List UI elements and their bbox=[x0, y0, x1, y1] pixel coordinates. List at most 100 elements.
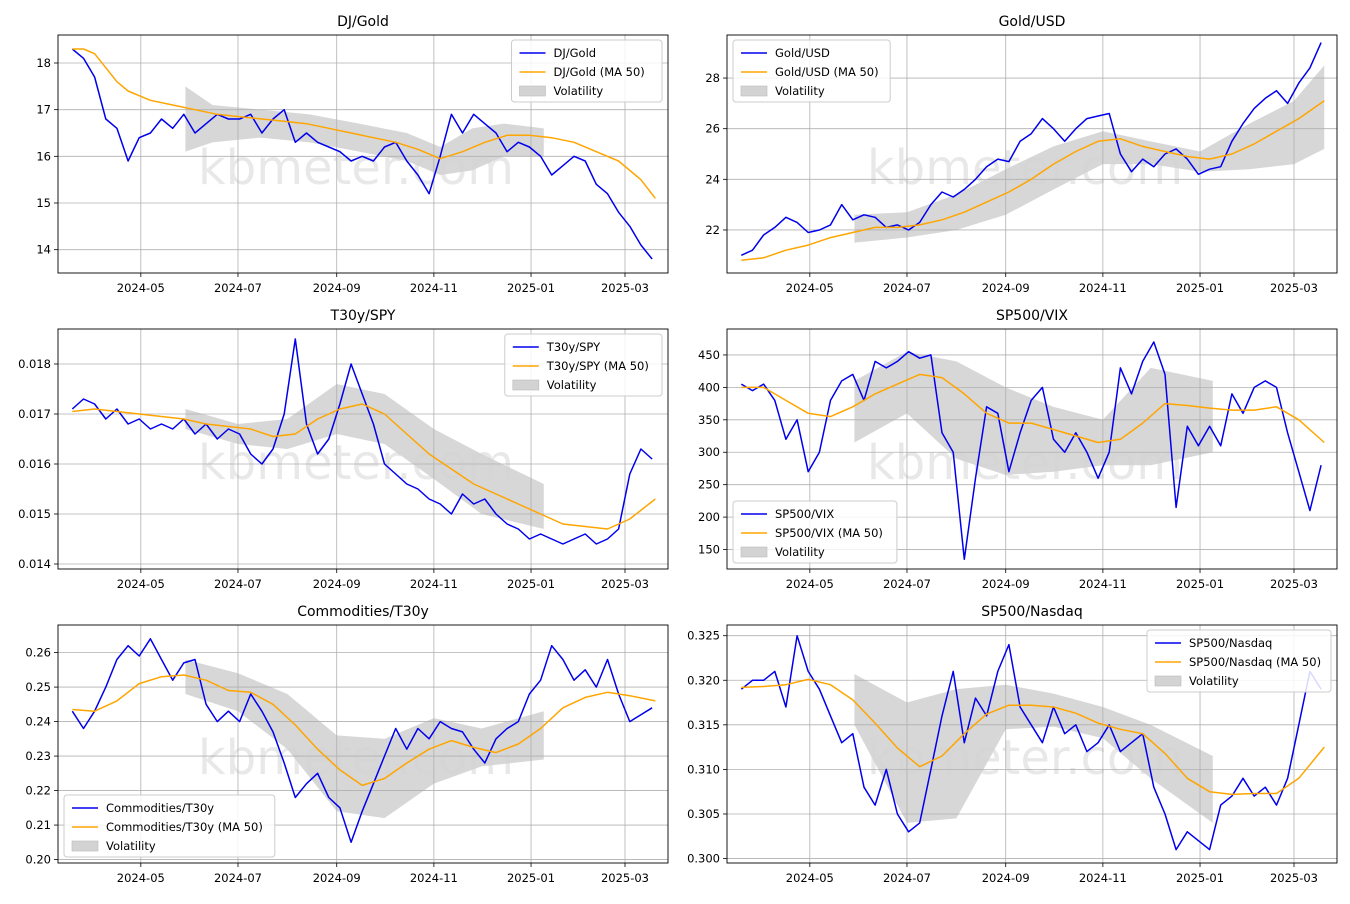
y-tick-label: 200 bbox=[698, 510, 720, 524]
legend-label: T30y/SPY (MA 50) bbox=[546, 359, 649, 373]
x-tick-label: 2024-05 bbox=[786, 577, 834, 591]
series-line-price bbox=[71, 48, 653, 260]
x-tick-label: 2024-05 bbox=[786, 871, 834, 885]
legend-label: Volatility bbox=[106, 839, 156, 853]
y-tick-label: 0.26 bbox=[25, 646, 51, 660]
y-tick-label: 450 bbox=[698, 348, 720, 362]
y-tick-label: 0.325 bbox=[687, 629, 720, 643]
y-tick-label: 0.014 bbox=[18, 557, 51, 571]
x-tick-label: 2025-03 bbox=[601, 281, 649, 295]
legend: SP500/Nasdaq SP500/Nasdaq (MA 50) Volatili… bbox=[1146, 629, 1332, 693]
series-line-price bbox=[71, 638, 653, 844]
legend-label: SP500/VIX bbox=[775, 507, 834, 521]
legend-label: DJ/Gold bbox=[554, 46, 597, 60]
legend-label: Volatility bbox=[775, 545, 825, 559]
y-tick-label: 16 bbox=[36, 149, 51, 163]
chart-panel-4: SP500/VIXkbmeter.com2024-052024-072024-0… bbox=[698, 308, 1338, 591]
x-tick-label: 2025-01 bbox=[1176, 577, 1224, 591]
legend: DJ/Gold DJ/Gold (MA 50) Volatility bbox=[511, 39, 663, 103]
y-tick-label: 0.018 bbox=[18, 357, 51, 371]
y-tick-label: 18 bbox=[36, 56, 51, 70]
legend-label: T30y/SPY bbox=[546, 340, 601, 354]
y-tick-label: 0.310 bbox=[687, 762, 720, 776]
legend-label: Volatility bbox=[775, 84, 825, 98]
legend-label: Volatility bbox=[1189, 674, 1239, 688]
series-line-price bbox=[71, 338, 653, 545]
volatility-band bbox=[185, 384, 544, 529]
x-tick-label: 2024-07 bbox=[214, 577, 262, 591]
x-tick-label: 2025-01 bbox=[507, 871, 555, 885]
series-line-price bbox=[740, 634, 1322, 851]
legend-swatch-volatility bbox=[512, 379, 540, 391]
legend: Gold/USD Gold/USD (MA 50) Volatility bbox=[732, 39, 891, 103]
y-tick-label: 0.320 bbox=[687, 673, 720, 687]
x-tick-label: 2024-07 bbox=[883, 577, 931, 591]
legend-label: Gold/USD (MA 50) bbox=[775, 65, 879, 79]
y-tick-label: 14 bbox=[36, 243, 51, 257]
volatility-band bbox=[854, 351, 1213, 475]
chart-title: SP500/Nasdaq bbox=[981, 604, 1082, 620]
x-tick-label: 2024-11 bbox=[410, 281, 458, 295]
series-line-ma bbox=[741, 100, 1325, 262]
legend-label: Commodities/T30y bbox=[106, 801, 214, 815]
x-tick-label: 2024-11 bbox=[1079, 871, 1127, 885]
x-tick-label: 2024-09 bbox=[313, 281, 361, 295]
series-line-price bbox=[740, 42, 1322, 256]
x-tick-label: 2024-09 bbox=[982, 281, 1030, 295]
legend-box bbox=[732, 500, 898, 564]
legend: T30y/SPY T30y/SPY (MA 50) Volatility bbox=[504, 333, 663, 397]
y-tick-label: 0.017 bbox=[18, 407, 51, 421]
chart-title: Gold/USD bbox=[999, 14, 1066, 30]
volatility-band bbox=[854, 674, 1213, 823]
legend-swatch-volatility bbox=[519, 85, 546, 97]
y-tick-label: 350 bbox=[698, 413, 720, 427]
series-line-ma bbox=[72, 403, 656, 530]
x-tick-label: 2025-01 bbox=[1176, 871, 1224, 885]
y-tick-label: 0.21 bbox=[25, 818, 51, 832]
x-tick-label: 2025-01 bbox=[1176, 281, 1224, 295]
legend: Commodities/T30y Commodities/T30y (MA 50)… bbox=[63, 794, 276, 858]
plot-frame bbox=[726, 34, 1338, 274]
series-line-ma bbox=[741, 373, 1325, 444]
y-tick-label: 400 bbox=[698, 380, 720, 394]
x-tick-label: 2024-05 bbox=[117, 577, 165, 591]
x-tick-label: 2024-05 bbox=[117, 281, 165, 295]
legend-swatch-volatility bbox=[740, 85, 768, 97]
y-tick-label: 250 bbox=[698, 478, 720, 492]
legend-box bbox=[511, 39, 663, 103]
x-tick-label: 2025-03 bbox=[601, 577, 649, 591]
y-tick-label: 24 bbox=[705, 172, 720, 186]
x-tick-label: 2024-11 bbox=[1079, 577, 1127, 591]
volatility-band bbox=[854, 65, 1325, 243]
x-tick-label: 2025-03 bbox=[1270, 577, 1318, 591]
x-tick-label: 2025-03 bbox=[601, 871, 649, 885]
volatility-band bbox=[185, 86, 544, 175]
x-tick-label: 2025-01 bbox=[507, 577, 555, 591]
series-line-ma bbox=[72, 674, 656, 787]
y-tick-label: 300 bbox=[698, 445, 720, 459]
plot-frame bbox=[726, 328, 1338, 570]
series-line-ma bbox=[72, 48, 656, 199]
y-tick-label: 15 bbox=[36, 196, 51, 210]
legend-label: Volatility bbox=[547, 378, 597, 392]
legend-swatch-volatility bbox=[71, 840, 99, 852]
x-tick-label: 2025-01 bbox=[507, 281, 555, 295]
legend-label: Gold/USD bbox=[775, 46, 830, 60]
legend-label: DJ/Gold (MA 50) bbox=[554, 65, 645, 79]
y-tick-label: 17 bbox=[36, 103, 51, 117]
x-tick-label: 2024-11 bbox=[410, 871, 458, 885]
x-tick-label: 2024-09 bbox=[982, 871, 1030, 885]
y-tick-label: 22 bbox=[705, 223, 720, 237]
plot-frame bbox=[57, 624, 669, 864]
y-tick-label: 0.015 bbox=[18, 507, 51, 521]
series-line-ma bbox=[741, 678, 1325, 796]
x-tick-label: 2024-07 bbox=[214, 281, 262, 295]
x-tick-label: 2025-03 bbox=[1270, 281, 1318, 295]
chart-title: T30y/SPY bbox=[330, 308, 396, 324]
x-tick-label: 2024-05 bbox=[786, 281, 834, 295]
chart-title: SP500/VIX bbox=[996, 308, 1068, 324]
y-tick-label: 150 bbox=[698, 543, 720, 557]
x-tick-label: 2024-09 bbox=[313, 871, 361, 885]
